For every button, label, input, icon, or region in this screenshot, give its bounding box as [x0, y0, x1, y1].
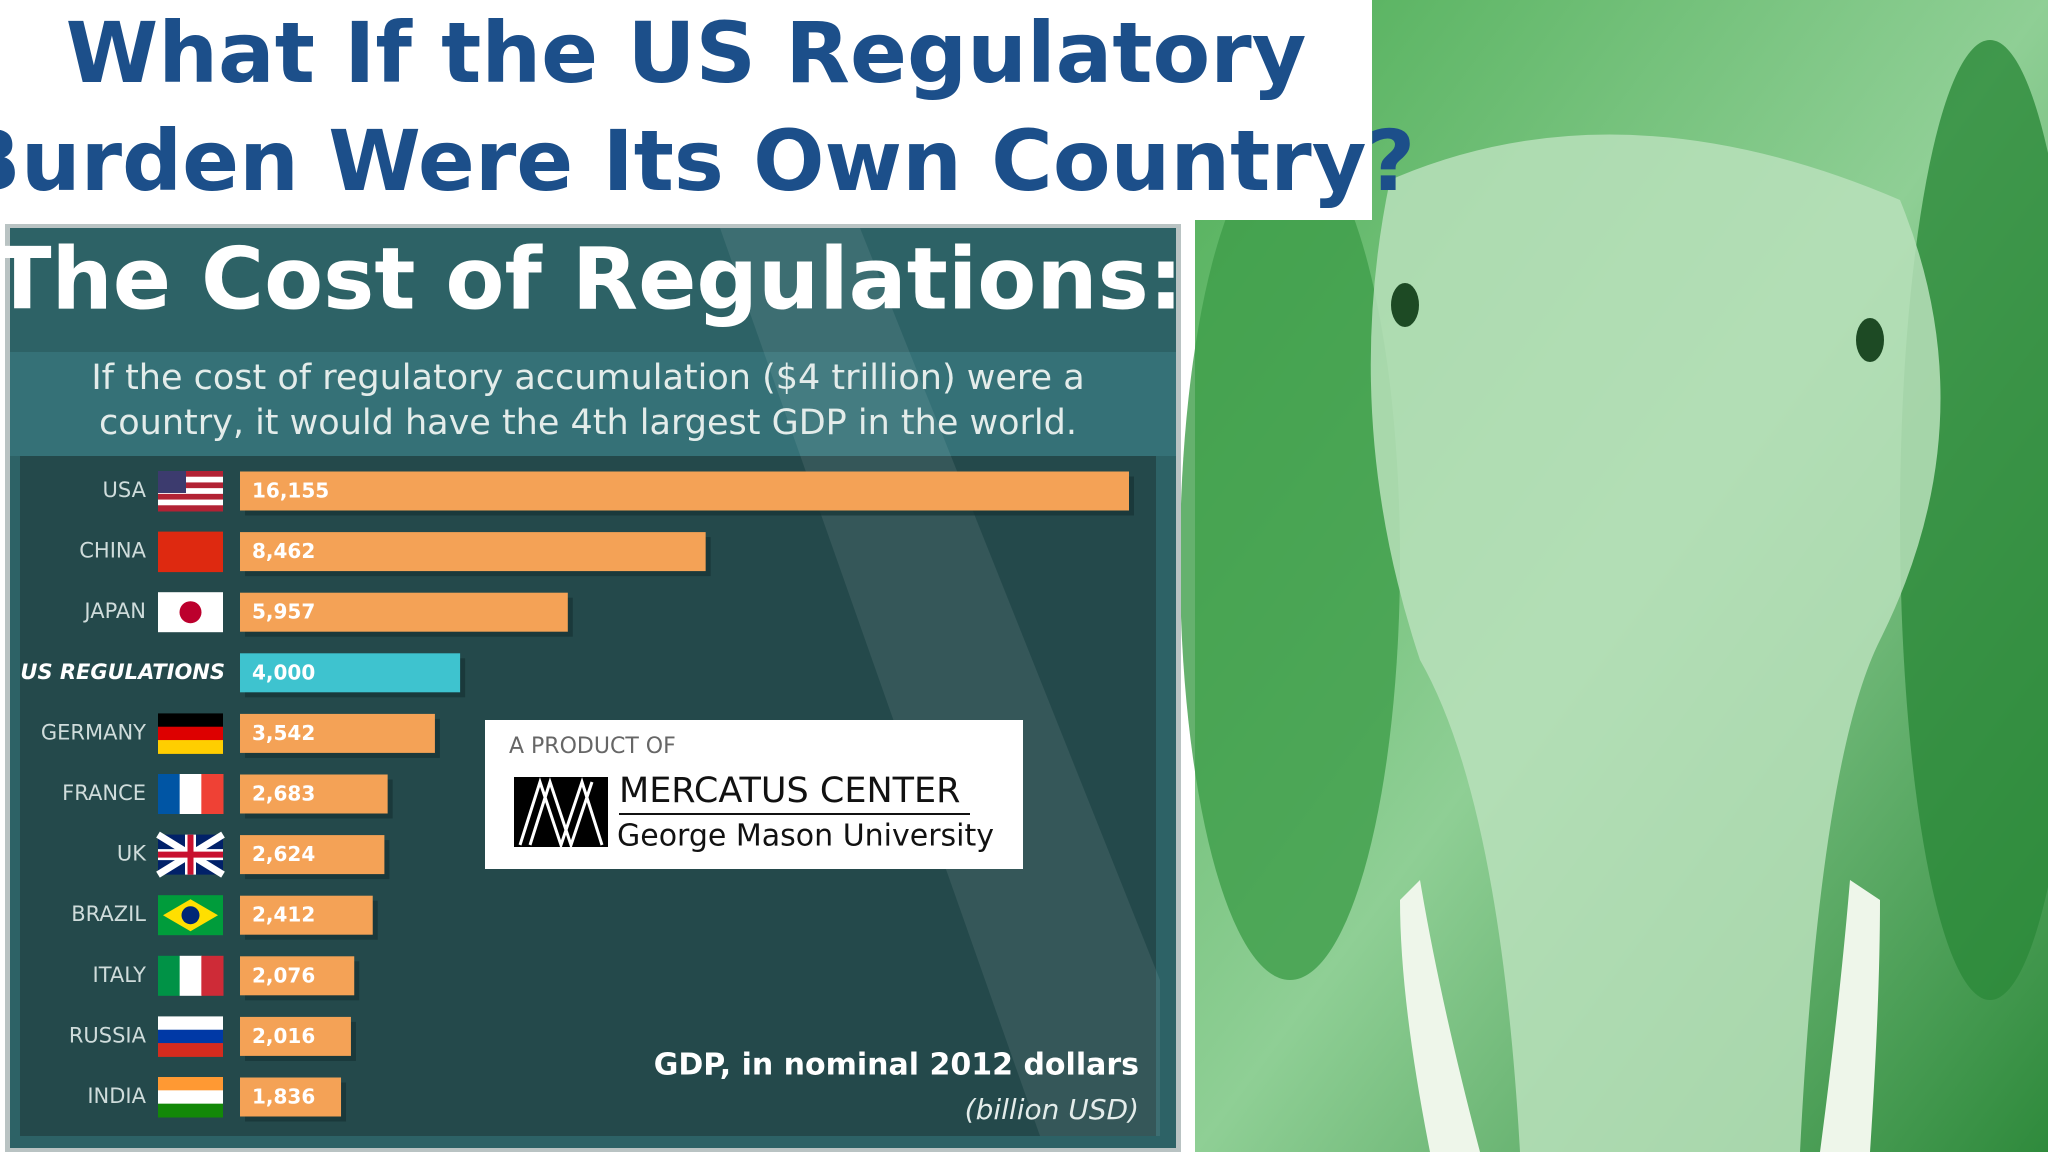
flag-stripe — [158, 482, 223, 489]
flag-cross — [158, 834, 223, 875]
subtitle-band — [10, 352, 1176, 456]
value-label: 2,624 — [252, 842, 315, 866]
flag-stripe — [158, 1043, 223, 1057]
flag-stripe — [158, 1077, 223, 1091]
flag-disc — [181, 906, 200, 925]
flag-stripe — [158, 471, 223, 478]
header-background — [0, 0, 1372, 220]
bar — [240, 471, 1129, 511]
light-beam — [720, 228, 1160, 1136]
value-label: 2,683 — [252, 782, 315, 806]
unit-label: (billion USD) — [965, 1093, 1139, 1126]
flag — [158, 713, 223, 754]
flag-stripe — [158, 955, 181, 996]
value-label: 16,155 — [252, 479, 329, 503]
bar — [240, 1016, 351, 1056]
category-label: GERMANY — [41, 720, 146, 744]
flag-stripe — [158, 774, 181, 814]
value-label: 2,412 — [252, 903, 315, 927]
flag-stripe — [158, 713, 223, 728]
flag — [158, 1016, 223, 1057]
value-label: 2,076 — [252, 963, 315, 987]
flag-stripe — [158, 488, 223, 495]
flag-stripe — [158, 505, 223, 512]
value-axis-label: GDP, in nominal 2012 dollars — [654, 1048, 1139, 1083]
logo-name: MERCATUS CENTER — [619, 771, 960, 811]
flag-stripe — [158, 1029, 223, 1044]
bar — [240, 895, 373, 935]
flag-stripe — [158, 1016, 223, 1031]
category-label: USA — [103, 478, 147, 502]
flag — [158, 955, 224, 996]
bar — [240, 956, 355, 996]
bar — [240, 532, 706, 572]
flag-stripe — [158, 476, 223, 483]
flag — [158, 774, 224, 814]
flag-disc — [179, 601, 202, 624]
logo: A PRODUCT OF MERCATUS CENTER George Maso… — [485, 720, 1023, 869]
chart-subtitle: country, it would have the 4th largest G… — [99, 403, 1077, 443]
bar — [240, 835, 385, 875]
category-label: JAPAN — [82, 599, 146, 623]
value-label: 1,836 — [252, 1085, 315, 1109]
bar — [240, 713, 435, 753]
value-label: 3,542 — [252, 721, 315, 745]
flag-stripe — [158, 531, 223, 573]
category-label: BRAZIL — [71, 902, 146, 926]
chart-title: The Cost of Regulations: — [0, 229, 1183, 329]
logo-intro: A PRODUCT OF — [509, 734, 676, 759]
category-label: US REGULATIONS — [20, 660, 225, 684]
bar — [240, 774, 388, 814]
flag-stripe — [201, 774, 224, 814]
page-title: Burden Were Its Own Country? — [0, 112, 1415, 210]
flag-stripe — [179, 955, 202, 996]
bar — [240, 1077, 342, 1117]
flag — [158, 471, 223, 512]
flag — [156, 831, 225, 878]
flag-stripe — [158, 740, 223, 754]
category-label: FRANCE — [62, 781, 146, 805]
flag — [158, 1077, 223, 1118]
page-title: What If the US Regulatory — [66, 4, 1307, 102]
flag — [158, 592, 223, 633]
flag-stripe — [158, 1090, 223, 1105]
value-label: 2,016 — [252, 1024, 315, 1048]
flag-stripe — [158, 499, 223, 506]
elephant-image — [1180, 0, 2048, 1152]
flag-stripe — [158, 726, 223, 741]
category-label: INDIA — [87, 1084, 146, 1108]
flag-stripe — [179, 774, 202, 814]
flag-stripe — [158, 493, 223, 501]
logo-icon-lines — [518, 777, 604, 850]
category-label: UK — [117, 842, 147, 866]
flag — [158, 531, 223, 573]
chart-subtitle: If the cost of regulatory accumulation (… — [91, 358, 1084, 398]
category-label: ITALY — [93, 963, 147, 987]
flag-canton — [158, 471, 186, 493]
bar — [240, 653, 461, 693]
flag-stripe — [201, 955, 224, 996]
value-label: 5,957 — [252, 600, 315, 624]
category-label: CHINA — [79, 539, 146, 563]
flag-stripe — [158, 1103, 223, 1118]
value-label: 4,000 — [252, 660, 315, 684]
bar — [240, 592, 568, 632]
value-label: 8,462 — [252, 539, 315, 563]
flag — [158, 895, 223, 936]
category-label: RUSSIA — [69, 1023, 147, 1047]
logo-university: George Mason University — [617, 819, 994, 854]
bar-area: 16,155 USA 8,462 CHINA 5,957 JAPAN 4,000 US REG… — [20, 471, 1134, 1122]
